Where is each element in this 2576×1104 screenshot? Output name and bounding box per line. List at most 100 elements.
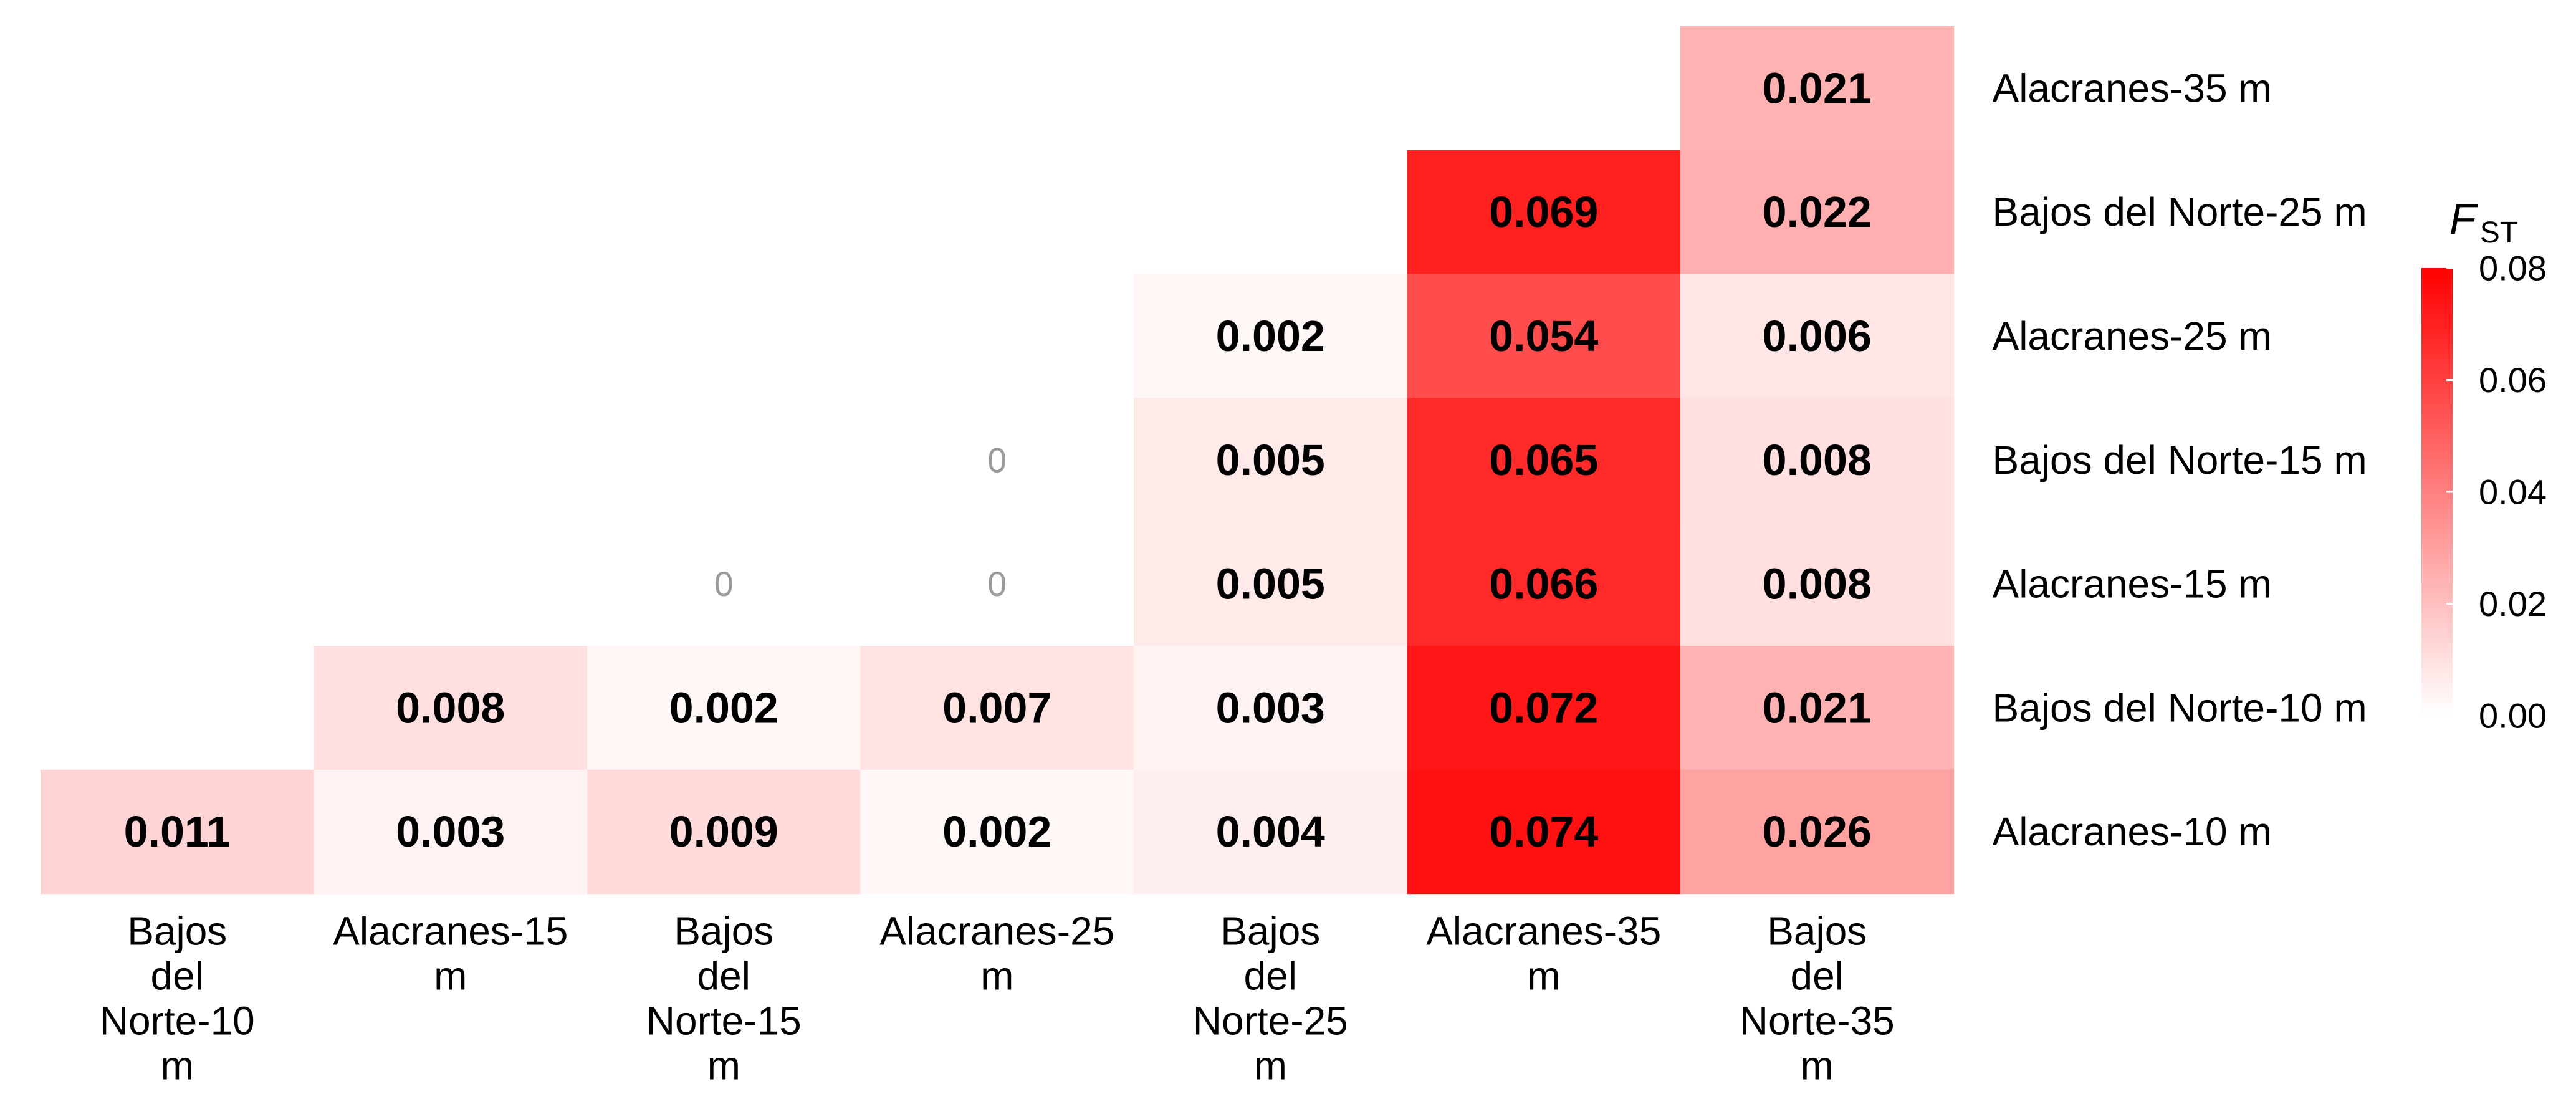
cell-value-label: 0 — [714, 564, 734, 603]
column-label-line: Bajos — [1220, 909, 1320, 954]
column-label: Alacranes-25 m — [879, 909, 1114, 999]
heatmap-cell — [314, 769, 588, 895]
column-label: Alacranes-35 m — [1426, 909, 1661, 999]
column-label-line: Norte-10 — [100, 999, 255, 1044]
color-legend: F ST 0.00 0.02 0.04 0.06 0.08 — [2421, 194, 2547, 736]
heatmap-cell — [1407, 646, 1681, 770]
legend-tick-label: 0.04 — [2479, 473, 2547, 512]
legend-tick-label: 0.00 — [2479, 696, 2547, 736]
cell-value-label: 0.003 — [396, 807, 505, 856]
heatmap-cell — [1134, 398, 1408, 522]
legend-tick-label: 0.08 — [2479, 249, 2547, 288]
cell-value-label: 0.005 — [1216, 560, 1325, 608]
heatmap-cell — [1134, 646, 1408, 770]
cell-value-label: 0.003 — [1216, 683, 1325, 732]
legend-tick-label: 0.02 — [2479, 584, 2547, 623]
cell-value-label: 0.008 — [1763, 436, 1872, 484]
cell-value-label: 0.069 — [1489, 188, 1598, 236]
heatmap-cell — [1680, 646, 1955, 770]
column-label-line: m — [434, 954, 467, 999]
cell-value-label: 0.007 — [942, 683, 1051, 732]
row-label: Alacranes-25 m — [1993, 314, 2272, 358]
cell-value-label: 0.006 — [1763, 312, 1872, 360]
column-label: Bajos del Norte-25 m — [1193, 909, 1348, 1088]
column-label-line: Alacranes-15 — [333, 909, 568, 954]
cell-value-label: 0.008 — [1763, 560, 1872, 608]
legend-ticks: 0.00 0.02 0.04 0.06 0.08 — [2446, 249, 2547, 736]
legend-title: F ST — [2449, 194, 2518, 249]
column-label-line: m — [707, 1044, 740, 1088]
row-labels: Alacranes-35 m Bajos del Norte-25 m Alacra… — [1993, 65, 2367, 854]
heatmap-cells — [41, 26, 1955, 895]
legend-title-main: F — [2449, 194, 2479, 243]
cell-value-label: 0.002 — [1216, 312, 1325, 360]
heatmap-cell — [1680, 769, 1955, 895]
heatmap-cell — [860, 769, 1134, 895]
column-label-line: m — [980, 954, 1013, 999]
column-label: Alacranes-15 m — [333, 909, 568, 999]
column-label-line: Norte-15 — [646, 999, 802, 1044]
cell-value-label: 0.022 — [1763, 188, 1872, 236]
column-label-line: del — [151, 954, 204, 999]
heatmap-cell — [1407, 769, 1681, 895]
column-label: Bajos del Norte-15 m — [646, 909, 802, 1088]
heatmap-cell — [1407, 150, 1681, 275]
heatmap-cell — [1680, 26, 1955, 151]
legend-tick-label: 0.06 — [2479, 360, 2547, 400]
cell-value-label: 0.021 — [1763, 64, 1872, 112]
column-label-line: m — [1527, 954, 1560, 999]
heatmap-cell-labels: 0.021 0.069 0.022 0.002 0.054 0.006 0 0.005 0.06… — [124, 64, 1872, 856]
cell-value-label: 0.002 — [669, 683, 778, 732]
cell-value-label: 0.054 — [1489, 312, 1598, 360]
cell-value-label: 0.005 — [1216, 436, 1325, 484]
cell-value-label: 0.004 — [1216, 807, 1325, 856]
heatmap-cell — [314, 646, 588, 770]
column-label-line: Bajos — [1767, 909, 1867, 954]
column-label-line: Norte-25 — [1193, 999, 1348, 1044]
cell-value-label: 0.072 — [1489, 683, 1598, 732]
cell-value-label: 0.021 — [1763, 683, 1872, 732]
heatmap-cell — [1680, 398, 1955, 522]
row-label: Bajos del Norte-10 m — [1993, 685, 2367, 730]
heatmap-cell — [1680, 522, 1955, 646]
cell-value-label: 0.008 — [396, 683, 505, 732]
row-label: Bajos del Norte-15 m — [1993, 438, 2367, 482]
cell-value-label: 0 — [987, 440, 1007, 479]
heatmap-cell — [587, 769, 861, 895]
column-label: Bajos del Norte-10 m — [100, 909, 255, 1088]
row-label: Alacranes-15 m — [1993, 562, 2272, 607]
column-label-line: m — [1801, 1044, 1834, 1088]
cell-value-label: 0.065 — [1489, 436, 1598, 484]
heatmap-cell — [1134, 274, 1408, 398]
cell-value-label: 0.066 — [1489, 560, 1598, 608]
cell-value-label: 0.009 — [669, 807, 778, 856]
column-label-line: Bajos — [127, 909, 227, 954]
row-label: Bajos del Norte-25 m — [1993, 190, 2367, 234]
column-label-line: Norte-35 — [1740, 999, 1895, 1044]
heatmap-cell — [1407, 398, 1681, 522]
heatmap-cell — [41, 769, 315, 895]
column-label-line: Bajos — [674, 909, 773, 954]
cell-value-label: 0 — [987, 564, 1007, 603]
heatmap-cell — [1407, 274, 1681, 398]
heatmap-cell — [1134, 769, 1408, 895]
heatmap-cell — [1680, 274, 1955, 398]
heatmap-cell — [1407, 522, 1681, 646]
cell-value-label: 0.011 — [124, 807, 231, 856]
row-label: Alacranes-35 m — [1993, 65, 2272, 110]
heatmap-cell — [587, 646, 861, 770]
column-label-line: del — [697, 954, 750, 999]
row-label: Alacranes-10 m — [1993, 809, 2272, 854]
column-label-line: del — [1791, 954, 1844, 999]
column-label: Bajos del Norte-35 m — [1740, 909, 1895, 1088]
column-label-line: Alacranes-25 — [879, 909, 1114, 954]
cell-value-label: 0.002 — [942, 807, 1051, 856]
column-label-line: m — [1254, 1044, 1287, 1088]
cell-value-label: 0.074 — [1489, 807, 1598, 856]
heatmap-cell — [1134, 522, 1408, 646]
legend-title-subscript: ST — [2480, 216, 2518, 249]
cell-value-label: 0.026 — [1763, 807, 1872, 856]
column-label-line: del — [1244, 954, 1297, 999]
